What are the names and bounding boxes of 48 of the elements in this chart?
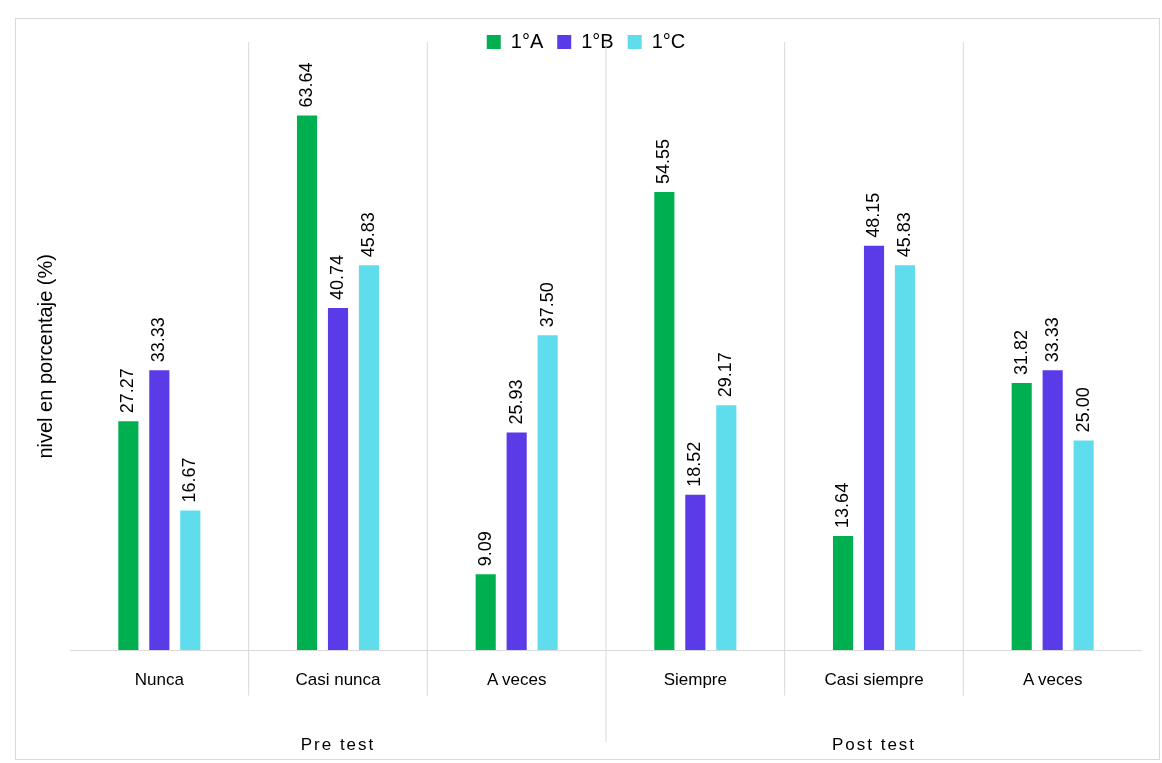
bar [1073,440,1094,651]
data-label: 63.64 [296,62,316,108]
bar [654,191,675,651]
bar [1042,370,1063,651]
legend-label: 1°C [651,29,686,52]
bar [296,115,318,651]
bar [863,245,885,651]
bar [506,432,527,651]
data-label: 25.00 [1072,387,1093,433]
data-label: 40.74 [326,254,347,301]
data-label: 48.15 [862,192,883,238]
data-label: 54.55 [653,138,674,184]
x-tick-label: Casi nunca [295,670,382,690]
bar [894,265,916,651]
text: Post test [831,734,917,754]
data-label: 45.83 [357,212,378,258]
legend-label: 1°B [581,29,614,52]
bar [1011,383,1032,651]
bar [716,405,737,651]
data-label: 37.50 [536,282,557,328]
data-label: 13.64 [832,482,852,528]
bar [149,370,170,651]
x-tick-label: Siempre [663,670,727,690]
bar [832,535,854,651]
x-tick-label: A veces [486,670,547,690]
data-label: 25.93 [505,379,526,425]
bar [180,510,201,651]
bar [358,265,380,651]
bar [475,574,496,651]
data-label: 33.33 [1041,317,1062,363]
data-label: 9.09 [474,531,495,567]
data-label: 29.17 [715,352,736,398]
data-label: 16.67 [179,457,200,503]
y-axis-title: nivel en porcentaje (%) [33,254,56,459]
text: Pre test [300,734,376,754]
data-label: 45.83 [893,212,914,258]
data-label: 27.27 [117,368,138,414]
bar [327,308,349,651]
data-label: 33.33 [148,317,169,363]
x-tick-label: Nunca [134,670,185,690]
bar [537,335,558,651]
x-tick-label: A veces [1022,670,1083,690]
data-label: 18.52 [684,441,705,487]
legend-label: 1°A [510,29,544,52]
bar [118,421,139,651]
data-label: 31.82 [1010,329,1031,376]
x-tick-label: Casi siempre [824,670,924,690]
bar [685,494,706,651]
